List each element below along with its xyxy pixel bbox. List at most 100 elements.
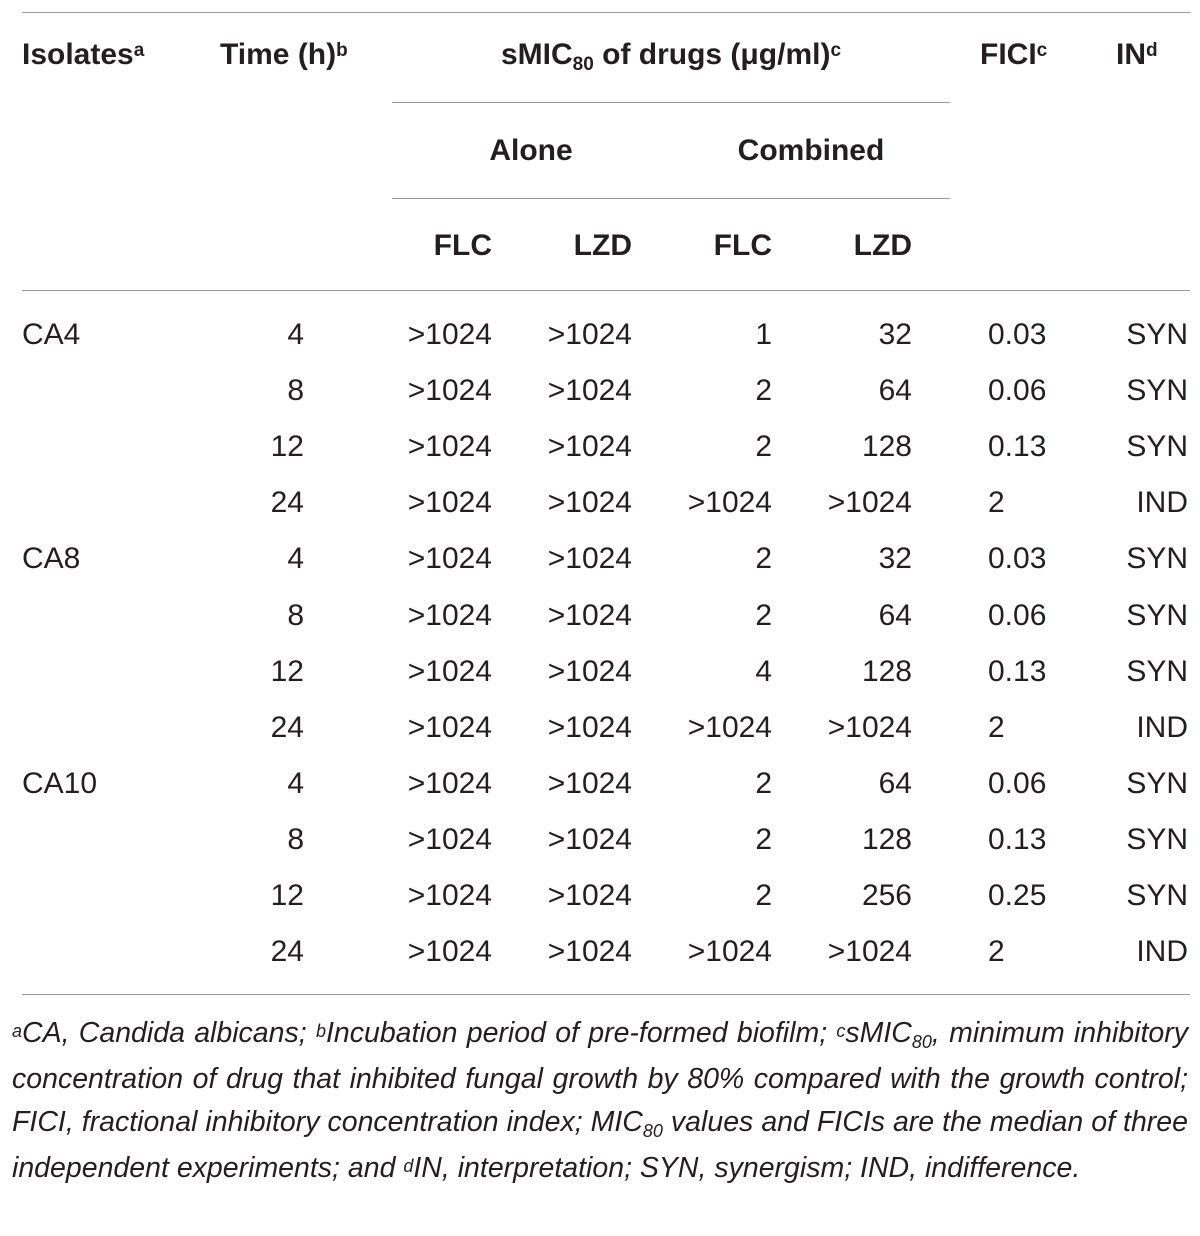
header-smic: sMIC80 of drugs (μg/ml)c xyxy=(500,38,842,76)
cell-flc-combined: 2 xyxy=(755,767,772,800)
cell-lzd-combined: 128 xyxy=(861,655,912,688)
cell-flc-alone: >1024 xyxy=(407,879,492,912)
header-lzd-alone: LZD xyxy=(573,229,632,262)
cell-flc-combined: 2 xyxy=(755,542,772,575)
cell-fici: 0.03 xyxy=(988,318,1047,351)
alone-combined-underline xyxy=(392,198,950,199)
cell-in: IND xyxy=(1136,486,1188,519)
cell-in: SYN xyxy=(1126,374,1188,407)
cell-flc-alone: >1024 xyxy=(407,935,492,968)
cell-fici: 2 xyxy=(988,935,1005,968)
header-alone: Alone xyxy=(489,134,573,167)
cell-flc-combined: >1024 xyxy=(687,486,772,519)
cell-fici: 2 xyxy=(988,486,1005,519)
top-rule xyxy=(22,12,1190,13)
cell-flc-alone: >1024 xyxy=(407,823,492,856)
cell-time: 24 xyxy=(270,486,304,519)
cell-lzd-combined: 128 xyxy=(861,823,912,856)
cell-fici: 0.06 xyxy=(988,767,1047,800)
cell-flc-combined: 2 xyxy=(755,430,772,463)
cell-time: 4 xyxy=(287,767,304,800)
cell-fici: 2 xyxy=(988,711,1005,744)
cell-lzd-alone: >1024 xyxy=(547,599,632,632)
cell-lzd-alone: >1024 xyxy=(547,374,632,407)
cell-time: 4 xyxy=(287,318,304,351)
cell-lzd-alone: >1024 xyxy=(547,430,632,463)
header-lzd-combined: LZD xyxy=(853,229,912,262)
cell-flc-alone: >1024 xyxy=(407,711,492,744)
cell-time: 24 xyxy=(270,935,304,968)
cell-time: 8 xyxy=(287,374,304,407)
header-bottom-rule xyxy=(22,290,1190,291)
cell-flc-alone: >1024 xyxy=(407,655,492,688)
cell-lzd-alone: >1024 xyxy=(547,767,632,800)
cell-lzd-alone: >1024 xyxy=(547,318,632,351)
cell-in: SYN xyxy=(1126,599,1188,632)
header-combined: Combined xyxy=(737,134,885,167)
cell-lzd-alone: >1024 xyxy=(547,486,632,519)
cell-flc-alone: >1024 xyxy=(407,318,492,351)
cell-in: SYN xyxy=(1126,767,1188,800)
cell-fici: 0.06 xyxy=(988,599,1047,632)
cell-isolate: CA10 xyxy=(22,767,98,800)
cell-fici: 0.13 xyxy=(988,430,1047,463)
cell-time: 24 xyxy=(270,711,304,744)
cell-in: SYN xyxy=(1126,542,1188,575)
cell-in: SYN xyxy=(1126,655,1188,688)
cell-flc-alone: >1024 xyxy=(407,430,492,463)
cell-lzd-combined: 64 xyxy=(878,767,912,800)
cell-in: SYN xyxy=(1126,879,1188,912)
cell-in: IND xyxy=(1136,935,1188,968)
cell-fici: 0.03 xyxy=(988,542,1047,575)
cell-lzd-alone: >1024 xyxy=(547,542,632,575)
cell-lzd-alone: >1024 xyxy=(547,711,632,744)
cell-in: SYN xyxy=(1126,823,1188,856)
cell-lzd-alone: >1024 xyxy=(547,935,632,968)
cell-lzd-combined: >1024 xyxy=(827,486,912,519)
cell-time: 8 xyxy=(287,823,304,856)
cell-lzd-combined: >1024 xyxy=(827,711,912,744)
cell-fici: 0.13 xyxy=(988,655,1047,688)
cell-flc-alone: >1024 xyxy=(407,374,492,407)
header-flc-combined: FLC xyxy=(713,229,772,262)
smic-underline xyxy=(392,102,950,103)
cell-flc-alone: >1024 xyxy=(407,542,492,575)
cell-lzd-combined: 32 xyxy=(878,318,912,351)
cell-lzd-combined: 128 xyxy=(861,430,912,463)
cell-isolate: CA4 xyxy=(22,318,81,351)
header-fici: FICIc xyxy=(980,38,1048,71)
cell-in: SYN xyxy=(1126,430,1188,463)
cell-time: 12 xyxy=(270,655,304,688)
cell-fici: 0.25 xyxy=(988,879,1047,912)
cell-time: 4 xyxy=(287,542,304,575)
header-flc-alone: FLC xyxy=(433,229,492,262)
cell-flc-combined: 4 xyxy=(755,655,772,688)
table-footnote: aCA, Candida albicans; bIncubation perio… xyxy=(12,1017,1189,1184)
cell-flc-alone: >1024 xyxy=(407,767,492,800)
cell-isolate: CA8 xyxy=(22,542,81,575)
cell-fici: 0.06 xyxy=(988,374,1047,407)
cell-lzd-alone: >1024 xyxy=(547,879,632,912)
cell-flc-combined: >1024 xyxy=(687,935,772,968)
cell-flc-combined: 2 xyxy=(755,374,772,407)
cell-flc-combined: 2 xyxy=(755,823,772,856)
cell-flc-alone: >1024 xyxy=(407,486,492,519)
cell-time: 12 xyxy=(270,430,304,463)
cell-lzd-combined: 32 xyxy=(878,542,912,575)
cell-in: IND xyxy=(1136,711,1188,744)
cell-lzd-combined: 64 xyxy=(878,374,912,407)
cell-flc-combined: 2 xyxy=(755,879,772,912)
cell-lzd-combined: 64 xyxy=(878,599,912,632)
cell-lzd-alone: >1024 xyxy=(547,823,632,856)
header-in: INd xyxy=(1116,38,1158,71)
header-isolates: Isolatesa xyxy=(22,38,145,71)
cell-lzd-combined: >1024 xyxy=(827,935,912,968)
cell-lzd-alone: >1024 xyxy=(547,655,632,688)
cell-flc-combined: 1 xyxy=(755,318,772,351)
cell-lzd-combined: 256 xyxy=(861,879,912,912)
cell-flc-alone: >1024 xyxy=(407,599,492,632)
cell-flc-combined: 2 xyxy=(755,599,772,632)
cell-flc-combined: >1024 xyxy=(687,711,772,744)
cell-time: 8 xyxy=(287,599,304,632)
header-time: Time (h)b xyxy=(220,38,348,71)
